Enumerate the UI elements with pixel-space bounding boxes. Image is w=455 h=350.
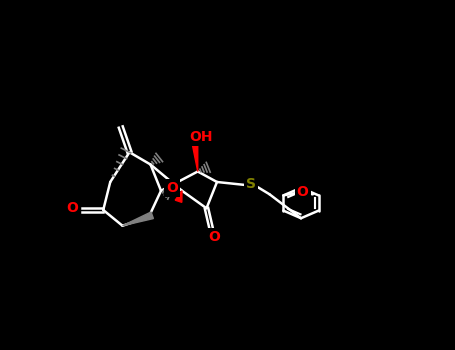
Text: S: S — [246, 177, 256, 191]
Text: O: O — [297, 184, 308, 198]
Polygon shape — [122, 212, 153, 226]
Text: OH: OH — [189, 130, 213, 144]
Polygon shape — [175, 191, 182, 202]
Text: O: O — [166, 181, 178, 195]
Text: O: O — [66, 201, 78, 215]
Polygon shape — [191, 136, 198, 172]
Text: O: O — [208, 230, 221, 244]
